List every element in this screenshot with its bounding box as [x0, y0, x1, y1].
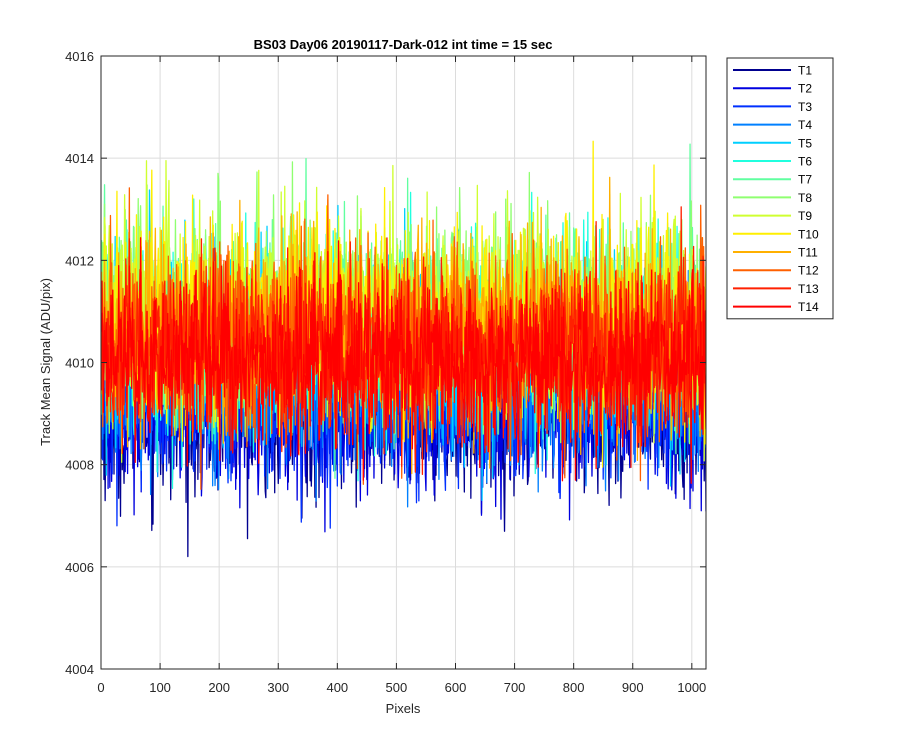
x-tick-label: 900: [622, 680, 644, 695]
x-axis-label: Pixels: [386, 701, 421, 716]
series-lines: [101, 140, 706, 558]
y-tick-label: 4014: [65, 151, 94, 166]
legend-label-t9: T9: [798, 209, 812, 223]
legend-label-t8: T8: [798, 191, 812, 205]
y-tick-label: 4010: [65, 356, 94, 371]
x-tick-label: 700: [504, 680, 526, 695]
axis-ticks: 0 100 200 300 400 500 600 700 800 900 1000 4004 4006…: [65, 49, 706, 695]
y-tick-label: 4008: [65, 458, 94, 473]
legend-label-t12: T12: [798, 264, 819, 278]
legend-label-t13: T13: [798, 282, 819, 296]
legend: T1 T2 T3 T4 T5 T6 T7 T8 T9 T10 T11 T12 T13 T14: [726, 57, 834, 320]
y-axis-label: Track Mean Signal (ADU/pix): [38, 278, 53, 446]
x-tick-label: 600: [445, 680, 467, 695]
x-tick-label: 300: [267, 680, 289, 695]
y-tick-label: 4012: [65, 253, 94, 268]
legend-label-t14: T14: [798, 300, 819, 314]
x-tick-label: 1000: [677, 680, 706, 695]
x-tick-label: 400: [326, 680, 348, 695]
legend-label-t11: T11: [798, 246, 818, 260]
legend-label-t5: T5: [798, 136, 812, 150]
legend-label-t2: T2: [798, 82, 812, 96]
series-line-t14: [101, 237, 706, 484]
x-tick-label: 0: [97, 680, 104, 695]
legend-label-t7: T7: [798, 173, 812, 187]
legend-label-t6: T6: [798, 155, 812, 169]
legend-label-t1: T1: [798, 64, 812, 78]
x-tick-label: 500: [386, 680, 408, 695]
x-tick-label: 100: [149, 680, 171, 695]
y-tick-label: 4006: [65, 560, 94, 575]
x-tick-label: 200: [208, 680, 230, 695]
y-tick-label: 4016: [65, 49, 94, 64]
x-tick-label: 800: [563, 680, 585, 695]
y-tick-label: 4004: [65, 662, 94, 677]
legend-box: [726, 57, 834, 320]
legend-label-t4: T4: [798, 118, 812, 132]
legend-label-t10: T10: [798, 227, 819, 241]
legend-label-t3: T3: [798, 100, 812, 114]
chart-title: BS03 Day06 20190117-Dark-012 int time = …: [254, 37, 553, 52]
